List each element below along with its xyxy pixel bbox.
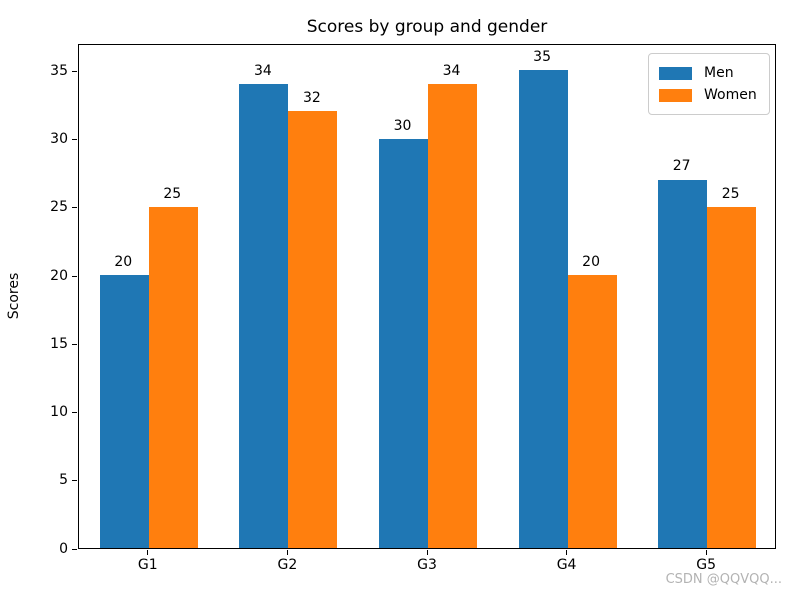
legend-entry-men: Men bbox=[659, 62, 759, 84]
bar-value-label: 34 bbox=[253, 62, 272, 79]
women-series-swatch bbox=[659, 88, 692, 102]
x-tick-mark bbox=[705, 550, 707, 555]
bar-men-g5 bbox=[658, 179, 708, 548]
x-tick-mark bbox=[426, 550, 428, 555]
x-tick-label: G4 bbox=[556, 557, 577, 573]
x-tick-label: G2 bbox=[277, 557, 298, 573]
y-tick-mark bbox=[72, 412, 77, 413]
y-tick-label: 30 bbox=[50, 131, 68, 148]
y-tick-mark bbox=[72, 70, 77, 72]
y-tick-mark bbox=[72, 548, 77, 550]
bar-value-label: 35 bbox=[533, 49, 551, 66]
bar-men-g4 bbox=[518, 70, 568, 548]
x-tick-label: G3 bbox=[417, 557, 437, 573]
bar-value-label: 27 bbox=[672, 158, 691, 175]
bar-men-g1 bbox=[99, 275, 149, 548]
bar-value-label: 30 bbox=[393, 117, 412, 134]
y-tick-label: 25 bbox=[50, 199, 68, 216]
y-tick-label: 5 bbox=[59, 472, 68, 489]
bar-women-g1 bbox=[148, 206, 198, 548]
legend-label-women: Women bbox=[704, 87, 757, 103]
x-tick-label: G5 bbox=[696, 557, 717, 573]
y-tick-label: 10 bbox=[50, 404, 68, 420]
y-tick-mark bbox=[72, 480, 77, 482]
y-axis-label: Scores bbox=[6, 272, 22, 320]
y-tick-mark bbox=[72, 139, 77, 141]
legend-entry-women: Women bbox=[659, 84, 759, 106]
x-tick-mark bbox=[286, 550, 288, 555]
y-tick-label: 0 bbox=[59, 540, 68, 557]
bar-women-g3 bbox=[428, 83, 477, 548]
x-tick-label: G1 bbox=[137, 557, 158, 573]
legend-label-men: Men bbox=[704, 65, 734, 81]
y-tick-label: 20 bbox=[50, 267, 68, 284]
x-tick-mark bbox=[147, 550, 149, 555]
bar-value-label: 32 bbox=[302, 90, 321, 107]
legend: Men Women bbox=[648, 53, 770, 115]
bar-women-g4 bbox=[567, 275, 617, 548]
y-tick-mark bbox=[72, 343, 77, 345]
bar-women-g5 bbox=[707, 206, 757, 548]
x-tick-mark bbox=[566, 550, 568, 555]
men-series-swatch bbox=[659, 66, 692, 80]
y-tick-label: 35 bbox=[50, 62, 68, 79]
bar-value-label: 25 bbox=[163, 185, 182, 202]
bar-value-label: 25 bbox=[721, 185, 740, 202]
bar-women-g2 bbox=[288, 111, 338, 548]
y-tick-label: 15 bbox=[50, 335, 68, 352]
bar-men-g3 bbox=[379, 138, 428, 548]
y-tick-mark bbox=[72, 207, 77, 209]
bar-value-label: 20 bbox=[114, 254, 133, 271]
y-tick-mark bbox=[72, 275, 77, 277]
bar-value-label: 34 bbox=[442, 62, 461, 79]
bar-men-g2 bbox=[239, 83, 289, 548]
bar-value-label: 20 bbox=[582, 254, 600, 271]
watermark: CSDN @QQVQQ... bbox=[665, 572, 782, 587]
chart-title: Scores by group and gender bbox=[306, 17, 548, 37]
plot-area bbox=[78, 44, 776, 549]
